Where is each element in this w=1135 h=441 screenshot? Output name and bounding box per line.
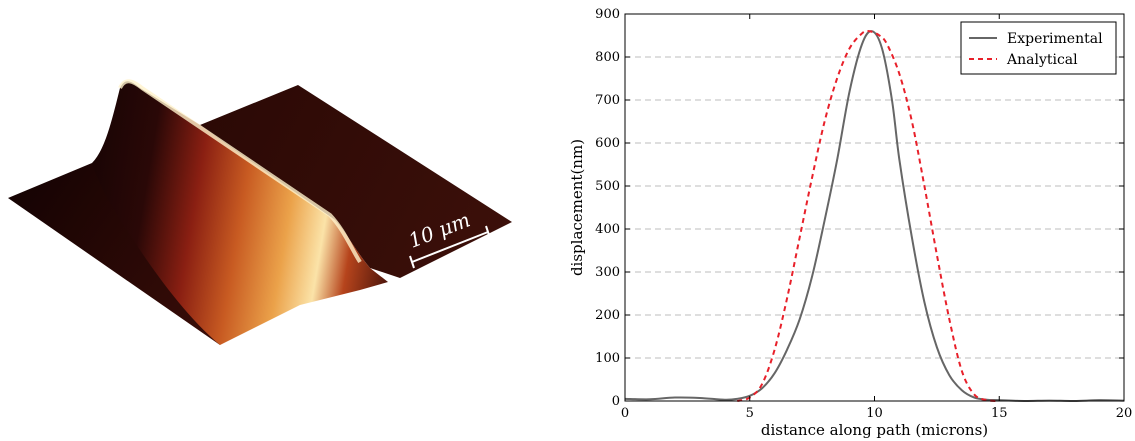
afm-ridge-crest bbox=[118, 79, 362, 264]
y-tick-label: 400 bbox=[595, 222, 620, 237]
y-tick-label: 900 bbox=[595, 7, 620, 22]
x-tick-label: 5 bbox=[746, 406, 754, 421]
y-tick-label: 800 bbox=[595, 50, 620, 65]
legend-box bbox=[960, 21, 1117, 75]
y-tick-label: 200 bbox=[595, 308, 620, 323]
afm-surface-svg: 10 μm bbox=[8, 79, 512, 345]
series-line-experimental bbox=[624, 30, 1125, 403]
displacement-chart: 0 100 200 300 400 500 600 700 800 900 0 5 10 15 20 dis… bbox=[560, 0, 1135, 441]
afm-ridge bbox=[92, 81, 388, 345]
x-tick-label: 0 bbox=[621, 406, 629, 421]
chart-svg: 0 100 200 300 400 500 600 700 800 900 0 5 10 15 20 dis… bbox=[568, 7, 1132, 439]
y-tick-label: 100 bbox=[595, 351, 620, 366]
tick-layer: 0 100 200 300 400 500 600 700 800 900 0 5 10 15 20 bbox=[595, 7, 1132, 421]
y-tick-label: 700 bbox=[595, 93, 620, 108]
y-tick-label: 300 bbox=[595, 265, 620, 280]
series-line-analytical bbox=[737, 29, 1000, 402]
y-tick-label: 600 bbox=[595, 136, 620, 151]
x-tick-label: 20 bbox=[1116, 406, 1133, 421]
y-tick-label: 0 bbox=[612, 394, 620, 409]
x-tick-label: 15 bbox=[991, 406, 1008, 421]
legend: Experimental Analytical bbox=[960, 21, 1117, 75]
y-tick-label: 500 bbox=[595, 179, 620, 194]
x-tick-label: 10 bbox=[866, 406, 883, 421]
legend-label-analytical: Analytical bbox=[1006, 52, 1078, 68]
afm-3d-image: 10 μm bbox=[0, 0, 530, 441]
afm-right-plateau bbox=[200, 85, 512, 278]
series-layer bbox=[624, 29, 1125, 403]
x-axis-label: distance along path (microns) bbox=[761, 421, 988, 439]
legend-label-experimental: Experimental bbox=[1007, 31, 1103, 47]
y-axis-label: displacement(nm) bbox=[568, 139, 586, 276]
grid-layer bbox=[625, 56, 1124, 359]
